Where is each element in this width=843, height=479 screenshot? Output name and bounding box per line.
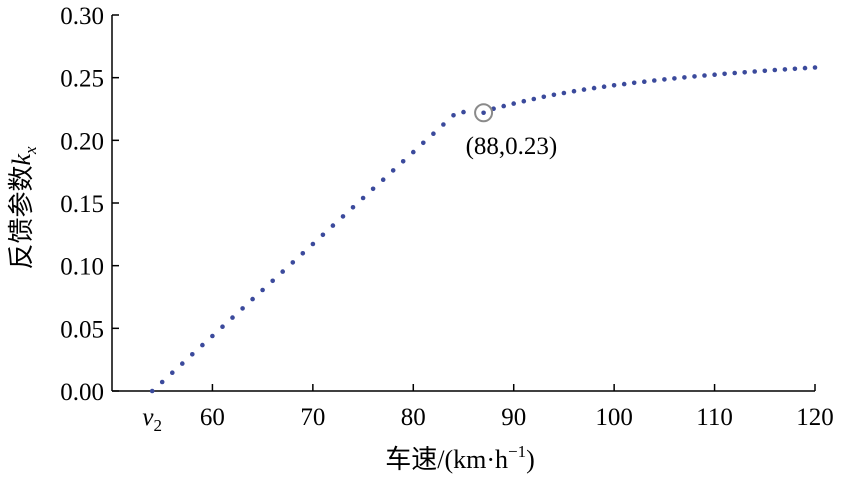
x-tick-label: v2 xyxy=(142,404,162,435)
data-point xyxy=(300,251,306,256)
x-tick-label: 60 xyxy=(200,404,225,431)
data-point xyxy=(702,73,707,78)
data-point xyxy=(400,159,406,164)
data-point xyxy=(541,94,547,100)
data-point xyxy=(149,388,155,394)
data-point xyxy=(642,79,647,84)
data-point xyxy=(200,342,205,348)
data-point xyxy=(591,85,597,91)
data-point xyxy=(601,84,607,89)
x-tick-label: 80 xyxy=(401,404,426,431)
breakpoint-annotation: (88,0.23) xyxy=(466,133,558,160)
data-point xyxy=(581,87,587,92)
data-point xyxy=(159,379,165,385)
data-point xyxy=(431,131,436,136)
data-point xyxy=(621,81,627,87)
data-point xyxy=(390,168,396,173)
data-point xyxy=(611,83,617,88)
data-point xyxy=(672,76,677,81)
data-point xyxy=(210,333,215,339)
y-axis-label: 反馈参数kx xyxy=(7,146,40,270)
data-point xyxy=(250,296,255,302)
data-point xyxy=(742,70,747,75)
data-point xyxy=(762,68,768,74)
x-tick-label: 120 xyxy=(796,404,834,431)
data-point xyxy=(330,223,336,228)
data-point xyxy=(280,269,286,274)
data-point xyxy=(170,370,175,376)
data-point xyxy=(240,306,245,311)
data-point xyxy=(812,65,818,70)
data-point xyxy=(802,65,808,71)
data-point xyxy=(451,113,456,118)
data-point xyxy=(752,69,757,74)
x-tick-label: 70 xyxy=(300,404,325,431)
data-point xyxy=(310,241,316,247)
data-points xyxy=(149,65,818,394)
y-tick-label: 0.00 xyxy=(60,379,104,406)
data-point xyxy=(662,77,667,82)
data-point xyxy=(782,67,788,72)
y-tick-label: 0.05 xyxy=(60,316,104,343)
y-tick-label: 0.25 xyxy=(60,66,104,93)
data-point xyxy=(220,324,225,330)
y-tick-label: 0.10 xyxy=(60,254,104,281)
data-point xyxy=(320,232,326,238)
y-ticks: 0.00 0.05 0.10 0.15 0.20 0.25 0.30 xyxy=(60,3,119,406)
breakpoint-marker xyxy=(474,103,494,123)
data-point xyxy=(571,88,577,94)
x-axis-label: 车速/(km·h−1) xyxy=(385,442,535,474)
data-point xyxy=(340,214,346,219)
data-point xyxy=(732,70,737,76)
x-tick-label: 110 xyxy=(696,404,733,431)
data-point xyxy=(531,96,537,102)
data-point xyxy=(380,177,386,182)
data-point xyxy=(551,92,557,98)
data-point xyxy=(180,361,185,366)
data-point xyxy=(652,78,657,83)
data-point xyxy=(421,140,426,146)
data-point xyxy=(230,315,235,320)
data-point xyxy=(441,122,446,127)
y-tick-label: 0.30 xyxy=(60,3,104,30)
x-tick-label: 100 xyxy=(595,404,633,431)
data-point xyxy=(772,67,778,73)
y-tick-label: 0.20 xyxy=(60,128,104,155)
data-point xyxy=(631,80,637,86)
data-point xyxy=(521,98,527,104)
data-point xyxy=(370,186,376,192)
data-point xyxy=(511,101,516,106)
data-point xyxy=(290,260,296,265)
data-point xyxy=(350,205,356,210)
data-point xyxy=(682,75,687,80)
data-point xyxy=(190,352,195,357)
y-tick-label: 0.15 xyxy=(60,191,104,218)
data-point xyxy=(260,287,265,293)
x-ticks: v2 60 70 80 90 100 110 120 xyxy=(142,384,834,435)
data-point xyxy=(270,278,276,284)
data-point xyxy=(792,66,798,72)
data-point xyxy=(360,195,366,201)
data-point xyxy=(561,90,567,96)
data-point xyxy=(461,109,466,115)
data-point xyxy=(411,149,416,155)
data-point xyxy=(712,72,717,77)
data-point xyxy=(722,71,727,77)
x-tick-label: 90 xyxy=(501,404,526,431)
data-point xyxy=(692,74,697,79)
data-point xyxy=(501,103,507,109)
data-point xyxy=(481,110,486,116)
